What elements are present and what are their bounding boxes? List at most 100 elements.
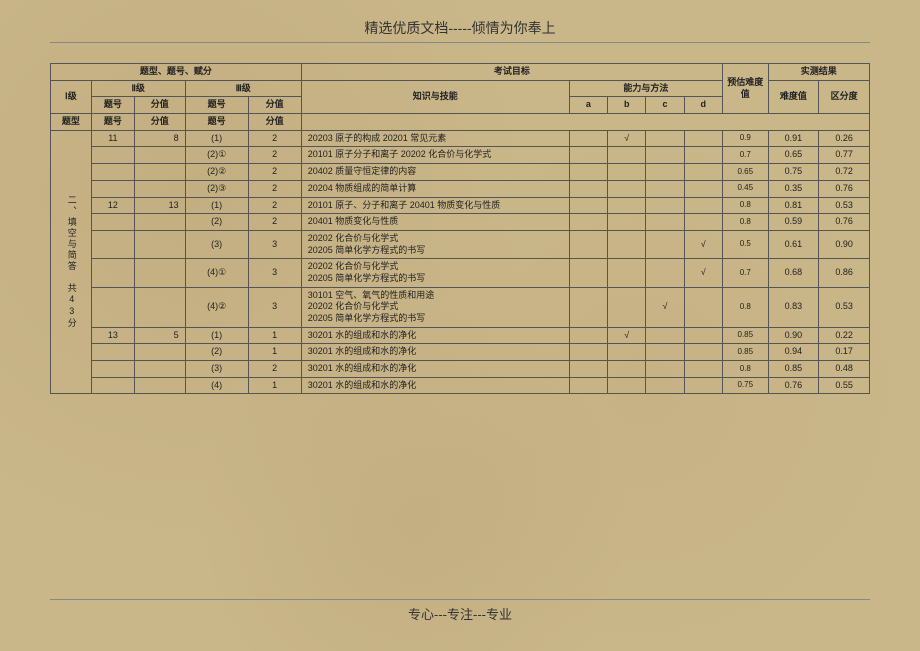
cell-d [684, 377, 722, 394]
table-row: (4)①320202 化合价与化学式20205 简单化学方程式的书写√0.70.… [51, 259, 870, 287]
cell-disc: 0.77 [819, 147, 870, 164]
cell-l3no: (2) [185, 214, 248, 231]
cell-l3no: (4)① [185, 259, 248, 287]
cell-l3no: (4) [185, 377, 248, 394]
table-row: (3)230201 水的组成和水的净化0.80.850.48 [51, 361, 870, 378]
th-diff: 难度值 [768, 80, 819, 113]
table-container: 题型、题号、赋分 考试目标 预估难度值 实测结果 Ⅰ级 Ⅱ级 Ⅲ级 知识与技能 … [50, 63, 870, 394]
th-knowledge: 知识与技能 [301, 80, 569, 113]
cell-disc: 0.17 [819, 344, 870, 361]
cell-a [569, 147, 607, 164]
cell-disc: 0.72 [819, 164, 870, 181]
cell-l2no [91, 259, 134, 287]
cell-d [684, 361, 722, 378]
cell-l3score: 2 [248, 214, 301, 231]
cell-l3no: (2)③ [185, 180, 248, 197]
cell-pred: 0.85 [722, 327, 768, 344]
cell-l2score: 13 [134, 197, 185, 214]
cell-l2no [91, 344, 134, 361]
cell-pred: 0.65 [722, 164, 768, 181]
cell-b [608, 214, 646, 231]
cell-a [569, 259, 607, 287]
cell-diff: 0.65 [768, 147, 819, 164]
cell-l3no: (1) [185, 197, 248, 214]
cell-knowledge: 30101 空气、氧气的性质和用途20202 化合价与化学式20205 简单化学… [301, 287, 569, 327]
cell-pred: 0.8 [722, 287, 768, 327]
cell-l2no: 13 [91, 327, 134, 344]
cell-a [569, 361, 607, 378]
cell-l3no: (2)① [185, 147, 248, 164]
th-l1: Ⅰ级 [51, 80, 92, 113]
cell-b [608, 259, 646, 287]
cell-l3no: (3) [185, 361, 248, 378]
cell-l3score: 2 [248, 164, 301, 181]
cell-a [569, 164, 607, 181]
th-ability: 能力与方法 [569, 80, 722, 97]
cell-d [684, 197, 722, 214]
cell-b [608, 197, 646, 214]
cell-diff: 0.68 [768, 259, 819, 287]
cell-d [684, 180, 722, 197]
cell-diff: 0.35 [768, 180, 819, 197]
cell-l3no: (1) [185, 130, 248, 147]
cell-l2score [134, 377, 185, 394]
cell-l2no [91, 377, 134, 394]
cell-c [646, 327, 684, 344]
cell-l2no: 12 [91, 197, 134, 214]
cell-a [569, 214, 607, 231]
cell-l3score: 2 [248, 130, 301, 147]
cell-l2no [91, 147, 134, 164]
th-group-type: 题型、题号、赋分 [51, 64, 302, 81]
cell-l2no [91, 214, 134, 231]
cell-b: √ [608, 327, 646, 344]
cell-b [608, 164, 646, 181]
cell-c [646, 361, 684, 378]
cell-pred: 0.75 [722, 377, 768, 394]
cell-diff: 0.59 [768, 214, 819, 231]
cell-l2score [134, 180, 185, 197]
cell-l2score [134, 259, 185, 287]
cell-l2no: 11 [91, 130, 134, 147]
cell-pred: 0.9 [722, 130, 768, 147]
cell-l2no [91, 361, 134, 378]
cell-d [684, 287, 722, 327]
cell-l3score: 1 [248, 327, 301, 344]
cell-c [646, 164, 684, 181]
cell-b [608, 361, 646, 378]
page-header: 精选优质文档-----倾情为你奉上 [50, 0, 870, 43]
cell-a [569, 130, 607, 147]
cell-disc: 0.90 [819, 230, 870, 258]
th-a: a [569, 97, 607, 114]
table-row: (2)220401 物质变化与性质0.80.590.76 [51, 214, 870, 231]
table-row: (2)130201 水的组成和水的净化0.850.940.17 [51, 344, 870, 361]
th-score2-b: 分值 [248, 114, 301, 131]
th-qtype: 题型 [51, 114, 92, 131]
cell-l2no [91, 180, 134, 197]
cell-l3no: (1) [185, 327, 248, 344]
cell-disc: 0.55 [819, 377, 870, 394]
th-disc: 区分度 [819, 80, 870, 113]
cell-l3score: 1 [248, 344, 301, 361]
cell-d [684, 147, 722, 164]
data-table: 题型、题号、赋分 考试目标 预估难度值 实测结果 Ⅰ级 Ⅱ级 Ⅲ级 知识与技能 … [50, 63, 870, 394]
cell-disc: 0.86 [819, 259, 870, 287]
cell-l2no [91, 287, 134, 327]
th-qno-b: 题号 [91, 114, 134, 131]
cell-a [569, 327, 607, 344]
cell-l3score: 3 [248, 287, 301, 327]
cell-knowledge: 20202 化合价与化学式20205 简单化学方程式的书写 [301, 259, 569, 287]
cell-l3score: 2 [248, 361, 301, 378]
cell-diff: 0.91 [768, 130, 819, 147]
cell-pred: 0.7 [722, 147, 768, 164]
cell-diff: 0.85 [768, 361, 819, 378]
table-row: (2)②220402 质量守恒定律的内容0.650.750.72 [51, 164, 870, 181]
cell-knowledge: 20202 化合价与化学式20205 简单化学方程式的书写 [301, 230, 569, 258]
table-row: 135(1)130201 水的组成和水的净化√0.850.900.22 [51, 327, 870, 344]
cell-diff: 0.61 [768, 230, 819, 258]
table-body: 二、填空与简答 共43分118(1)220203 原子的构成 20201 常见元… [51, 130, 870, 394]
section-label: 二、填空与简答 共43分 [51, 130, 92, 394]
cell-c [646, 259, 684, 287]
cell-diff: 0.75 [768, 164, 819, 181]
cell-b [608, 180, 646, 197]
cell-c [646, 377, 684, 394]
